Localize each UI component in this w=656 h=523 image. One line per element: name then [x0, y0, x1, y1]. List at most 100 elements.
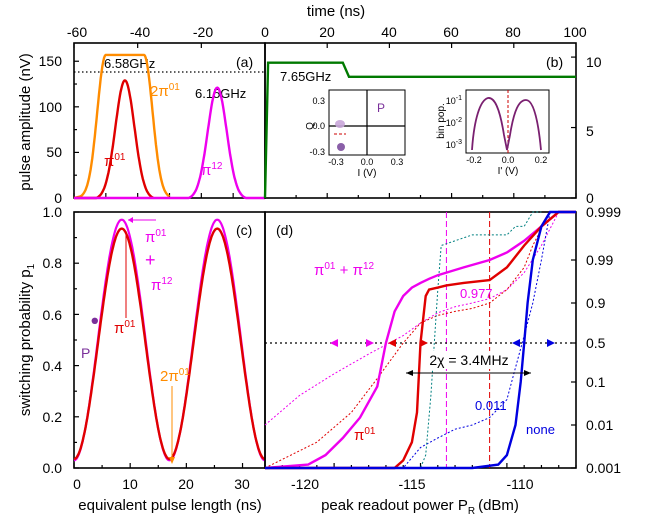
top-tick-60: 60 [443, 24, 459, 40]
c-label-top-pi01: π01 [145, 228, 167, 246]
b-ytick-10: 10 [586, 54, 602, 70]
d-xtick-m120: -120 [291, 476, 319, 492]
inset-iq-blob-2 [337, 143, 345, 151]
d-ytick-label: 0.9 [586, 295, 606, 311]
b-ytick-0: 0 [586, 190, 594, 206]
a-ytick-150: 150 [39, 53, 63, 69]
inset-bin-ytick-1: 10-1 [446, 95, 462, 106]
a-ylabel: pulse amplitude (nV) [17, 53, 34, 191]
d-chi-bg [424, 351, 514, 369]
panel-c-ticks [73, 211, 244, 469]
c-label-2pi01: 2π01 [160, 367, 190, 385]
c-xtick-20: 20 [178, 476, 194, 492]
top-tick-m20: -20 [193, 24, 213, 40]
d-dotted-trace-0 [264, 211, 560, 426]
c-ytick-0.6: 0.6 [43, 307, 63, 323]
d-arrow-red-right [420, 339, 428, 347]
inset-bin-ytick-2: 10-2 [446, 117, 462, 128]
c-panel-label: (c) [236, 222, 252, 238]
inset-bin-curve [471, 97, 542, 151]
inset-bin-ylabel: bin pop. [436, 103, 447, 139]
inset-iq-ylabel: Q [305, 122, 316, 130]
inset-iq: P 0.3 0.0 -0.3 -0.3 0.0 0.3 I (V) Q [305, 89, 406, 179]
a-label-2pi01: 2π01 [150, 82, 180, 100]
d-label-magenta: π01 + π12 [314, 261, 375, 279]
panel-c: 0.0 0.2 0.4 0.6 0.8 1.0 0 10 20 30 equiv… [17, 204, 266, 514]
d-ytick-label: 0.01 [586, 417, 613, 433]
top-tick-labels: -60 -40 -20 0 20 40 60 80 100 [67, 24, 587, 40]
b-panel-label: (b) [546, 54, 563, 70]
c-xtick-0: 0 [73, 476, 81, 492]
d-label-977: 0.977 [460, 286, 493, 301]
inset-iq-ytick-1: 0.3 [312, 96, 325, 106]
b-ytick-5: 5 [586, 123, 594, 139]
d-xlabel: peak readout power PR (dBm) [321, 497, 519, 517]
a-series-pi12 [74, 86, 265, 200]
d-ytick-label: 0.1 [586, 374, 606, 390]
d-arrow-red-left [388, 339, 396, 347]
inset-bin-xtick-1: -0.2 [466, 155, 482, 165]
d-ytick-label: 0.001 [586, 460, 621, 476]
c-xtick-10: 10 [122, 476, 138, 492]
d-chi-right-head [524, 370, 531, 376]
inset-bin-xlabel: I' (V) [498, 166, 519, 177]
top-tick-m60: -60 [67, 24, 87, 40]
d-dotted-trace-2 [265, 211, 551, 469]
a-label-pi12: π12 [201, 161, 223, 179]
top-tick-m40: -40 [130, 24, 150, 40]
top-xlabel: time (ns) [307, 3, 365, 20]
c-label-pi12: π12 [151, 276, 173, 294]
c-label-mid-pi01: π01 [114, 319, 136, 337]
top-tick-100: 100 [563, 24, 587, 40]
d-arrow-mag-right [366, 339, 374, 347]
d-series-2 [265, 210, 576, 470]
inset-iq-ytick-3: -0.3 [309, 147, 325, 157]
panel-a: 0 50 100 150 pulse amplitude (nV) (a) 6.… [17, 42, 266, 206]
c-ytick-0.8: 0.8 [43, 255, 63, 271]
a-ytick-0: 0 [54, 190, 62, 206]
b-annot-freq: 7.65GHz [280, 69, 331, 84]
d-right-ticks-labels: 0.001 0.01 0.1 0.5 0.9 0.99 0.999 [571, 204, 621, 476]
c-arrowhead-2pi01 [169, 457, 175, 464]
top-tick-80: 80 [505, 24, 521, 40]
panel-b: 0 5 10 (b) 7.65GHz P 0.3 0.0 -0.3 -0.3 0… [263, 42, 602, 206]
d-arrow-blue-left [512, 339, 520, 347]
inset-bin-ytick-3: 10-3 [446, 139, 462, 150]
c-series-magenta [73, 218, 266, 462]
inset-iq-ytick-2: 0.0 [312, 121, 325, 131]
d-ytick-label: 0.5 [586, 335, 606, 351]
d-ytick-label: 0.999 [586, 204, 621, 220]
a-series-2pi01 [73, 53, 171, 200]
c-ytick-0.4: 0.4 [43, 358, 63, 374]
d-series-0 [264, 210, 576, 470]
c-series-red [73, 227, 266, 461]
d-arrow-blue-right [547, 339, 555, 347]
d-label-011: 0.011 [475, 398, 507, 413]
d-xtick-m110: -110 [507, 476, 534, 492]
d-chi-label: 2χ = 3.4MHz [429, 352, 508, 368]
a-ytick-50: 50 [46, 144, 62, 160]
a-label-pi01: π01 [104, 152, 126, 170]
c-xtick-30: 30 [234, 476, 250, 492]
inset-iq-xtick-2: 0.0 [361, 157, 374, 167]
a-annot-6.58: 6.58GHz [104, 56, 155, 71]
panel-d: -120 -115 -110 peak readout power PR (dBm… [264, 204, 621, 517]
inset-bin: 10-1 10-2 10-3 -0.2 0.0 0.2 I' (V) bin p… [436, 89, 550, 177]
c-ytick-1.0: 1.0 [43, 204, 63, 220]
inset-iq-xtick-1: -0.3 [328, 157, 344, 167]
inset-iq-xtick-3: 0.3 [391, 157, 404, 167]
inset-bin-xtick-3: 0.2 [535, 155, 548, 165]
d-label-none: none [526, 422, 555, 437]
panel-c-frame [73, 211, 266, 469]
d-ytick-label: 0.99 [586, 252, 613, 268]
d-chi-left-head [406, 370, 413, 376]
inset-bin-xtick-2: 0.0 [502, 155, 515, 165]
c-ytick-0.2: 0.2 [43, 409, 63, 425]
d-dotted-trace-1 [264, 211, 551, 469]
b-series-readout [263, 61, 576, 199]
d-dotted-trace-3 [265, 211, 542, 469]
d-label-pi01: π01 [354, 426, 376, 444]
inset-iq-xlabel: I (V) [358, 168, 377, 179]
c-label-plus: + [145, 250, 156, 270]
